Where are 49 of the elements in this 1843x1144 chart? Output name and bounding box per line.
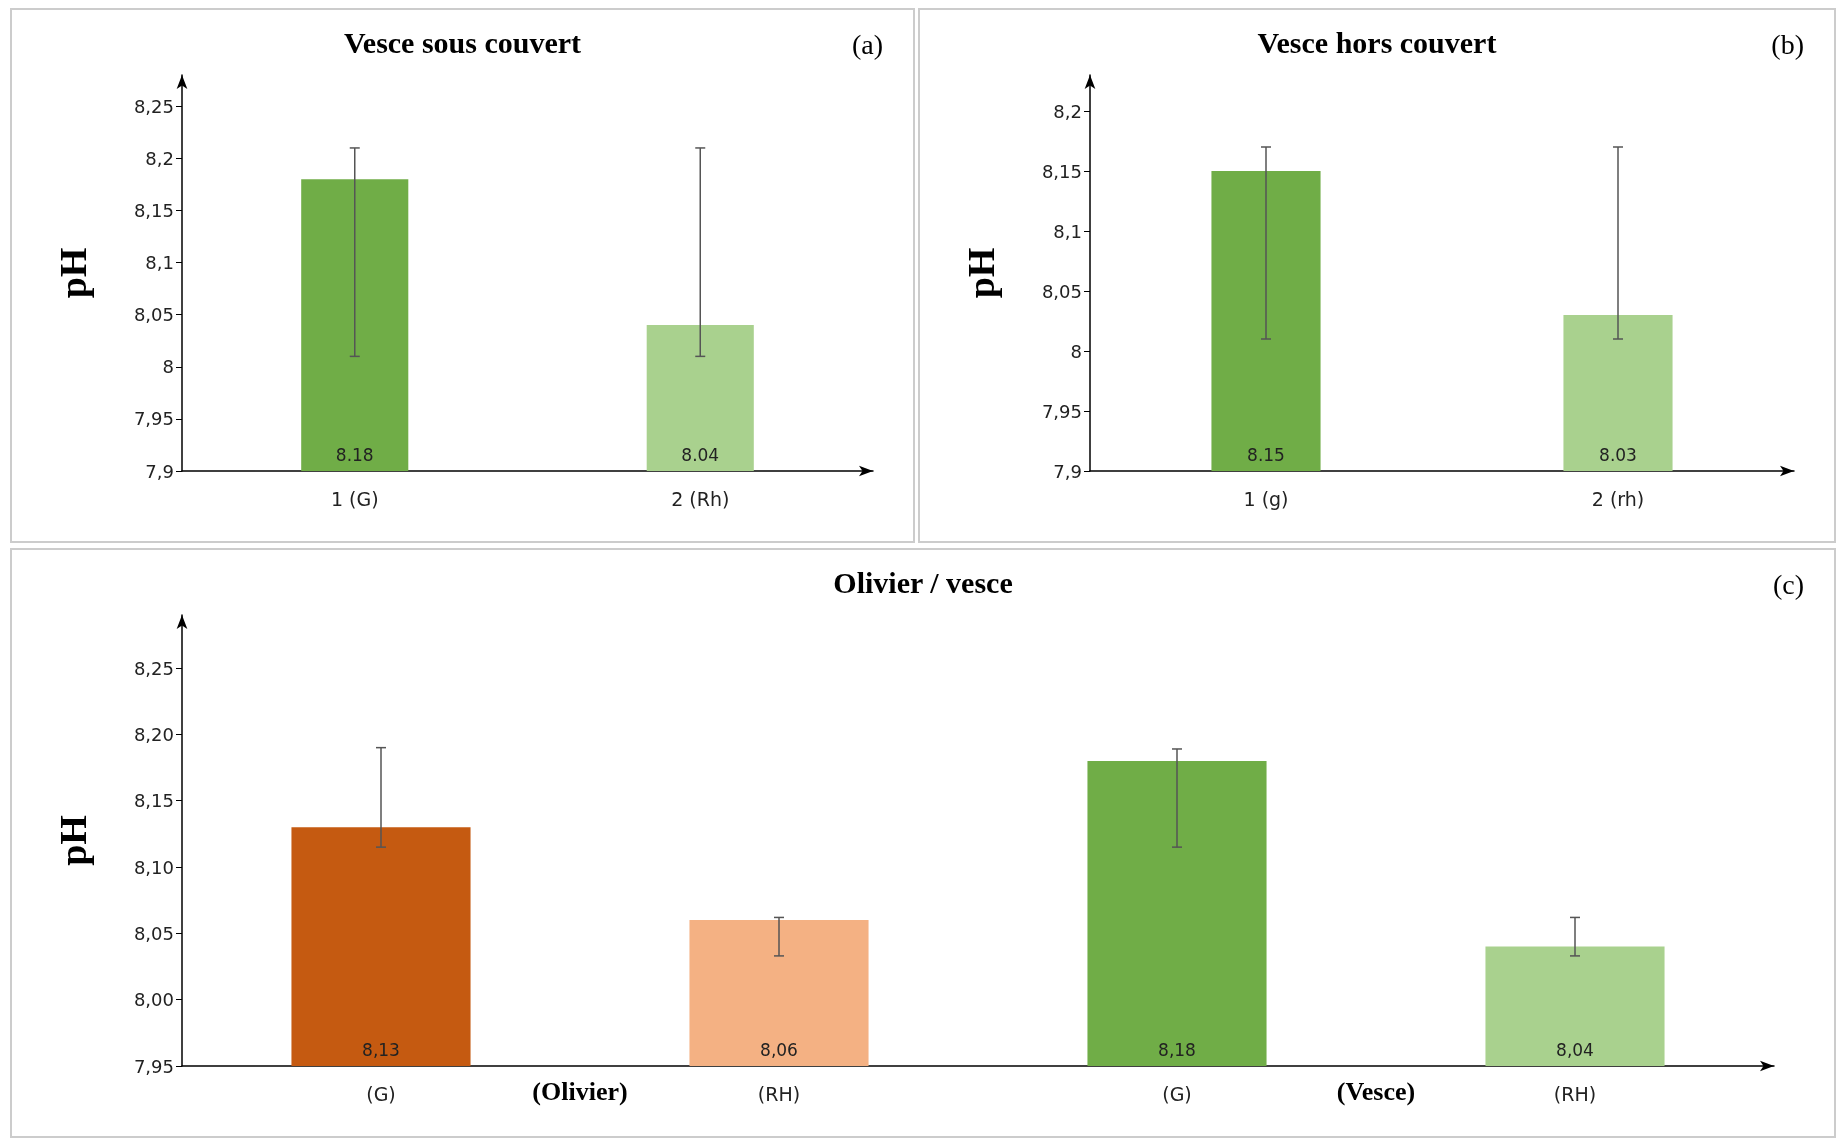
y-tick-label: 8,15 <box>133 790 174 812</box>
chart-title: Vesce hors couvert <box>1257 25 1497 59</box>
y-tick-label: 8,2 <box>145 147 174 169</box>
text: (Vesce) <box>1336 1076 1416 1106</box>
y-tick-label: 7,95 <box>1041 400 1082 422</box>
y-tick-label: 8,25 <box>133 657 174 679</box>
y-tick-label: 8 <box>1070 340 1082 362</box>
x-tick-label: 1 (g) <box>1243 487 1289 510</box>
y-tick-label: 8,05 <box>133 304 174 326</box>
y-tick-label: 8,2 <box>1053 100 1082 122</box>
data-label: 8.15 <box>1247 444 1285 465</box>
y-tick-label: 8,05 <box>1041 280 1082 302</box>
data-label: 8.04 <box>681 444 720 465</box>
y-tick-label: 8,10 <box>133 856 174 878</box>
x-tick-label: (RH) <box>757 1082 801 1105</box>
text: (a) <box>851 28 883 60</box>
text: (c) <box>1772 568 1804 600</box>
x-tick-label: 2 (rh) <box>1591 487 1645 510</box>
y-tick-label: 8,15 <box>133 199 174 221</box>
y-tick-label: 8,1 <box>145 252 174 274</box>
x-tick-label: (RH) <box>1553 1082 1597 1105</box>
y-tick-label: 8,05 <box>133 922 174 944</box>
x-tick-label: 2 (Rh) <box>671 487 730 510</box>
x-tick-label: (G) <box>366 1082 396 1105</box>
y-tick-label: 7,95 <box>133 1055 174 1077</box>
y-tick-label: 8,20 <box>133 723 174 745</box>
chart-title: Olivier / vesce <box>833 565 1013 599</box>
chart-title: Vesce sous couvert <box>343 25 582 59</box>
data-label: 8,04 <box>1556 1039 1594 1060</box>
y-tick-label: 8,15 <box>1041 160 1082 182</box>
y-tick-label: 7,95 <box>133 408 174 430</box>
data-label: 8,18 <box>1158 1039 1196 1060</box>
text: (Olivier) <box>532 1076 628 1106</box>
data-label: 8.03 <box>1599 444 1637 465</box>
y-tick-label: 8 <box>162 356 174 378</box>
y-tick-label: 8,25 <box>133 95 174 117</box>
x-tick-label: (G) <box>1162 1082 1192 1105</box>
data-label: 8.18 <box>335 444 374 465</box>
y-tick-label: 8,00 <box>133 989 174 1011</box>
data-label: 8,06 <box>760 1039 798 1060</box>
y-tick-label: 7,9 <box>1053 460 1082 482</box>
y-tick-label: 8,1 <box>1053 220 1082 242</box>
text: (b) <box>1771 28 1805 60</box>
y-axis-title: pH <box>52 247 94 299</box>
y-tick-label: 7,9 <box>145 460 174 482</box>
y-axis-title: pH <box>52 815 94 866</box>
y-axis-title: pH <box>960 247 1002 299</box>
data-label: 8,13 <box>362 1039 400 1060</box>
x-tick-label: 1 (G) <box>330 487 379 510</box>
